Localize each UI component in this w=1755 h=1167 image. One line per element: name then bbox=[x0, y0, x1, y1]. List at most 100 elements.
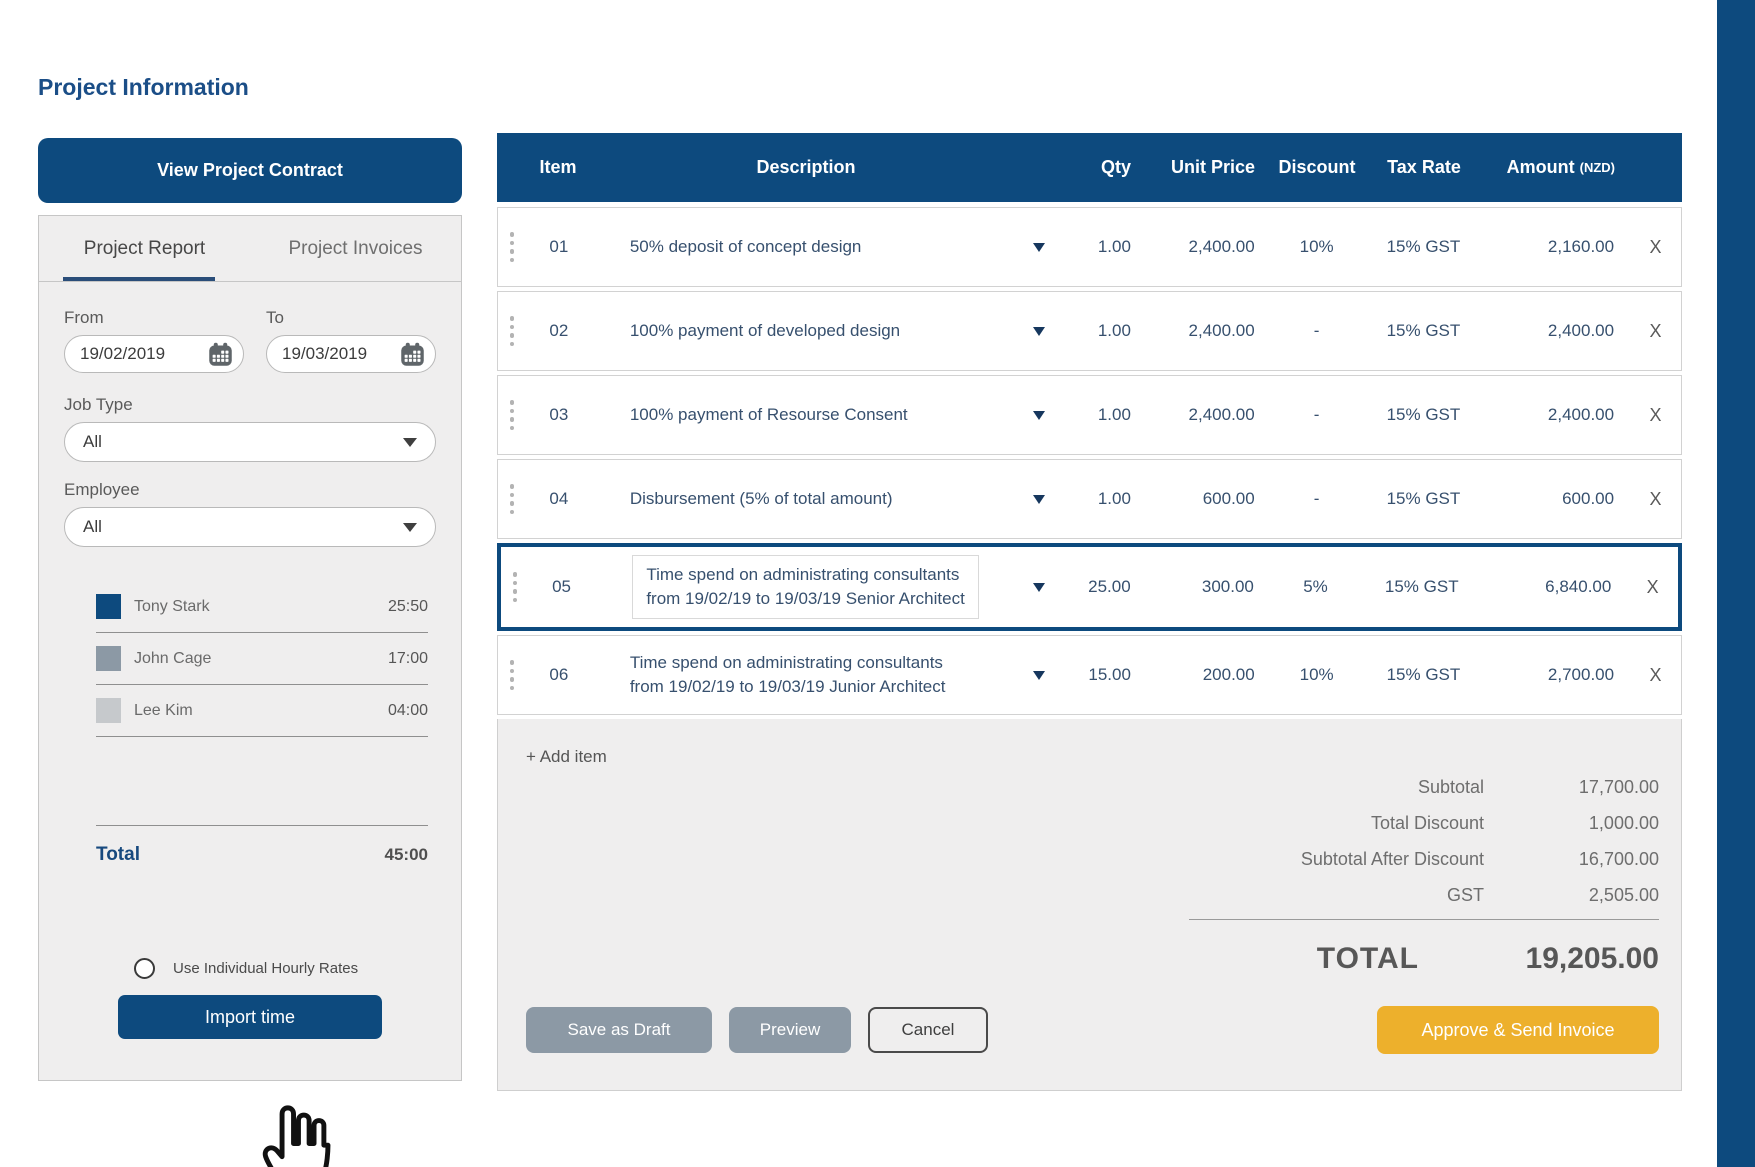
import-time-button[interactable]: Import time bbox=[118, 995, 382, 1039]
header-tax-rate: Tax Rate bbox=[1387, 157, 1461, 177]
drag-handle-icon[interactable] bbox=[498, 316, 526, 346]
row-description[interactable]: 50% deposit of concept design bbox=[629, 237, 862, 257]
row-dropdown-toggle[interactable] bbox=[1021, 582, 1057, 592]
employee-row[interactable]: John Cage 17:00 bbox=[96, 633, 428, 685]
delete-row-button[interactable]: X bbox=[1649, 664, 1662, 685]
delete-row-button[interactable]: X bbox=[1649, 488, 1662, 509]
view-project-contract-button[interactable]: View Project Contract bbox=[38, 138, 462, 203]
employee-select[interactable]: All bbox=[64, 507, 436, 547]
project-report-panel: Project Report Project Invoices From 19/… bbox=[38, 215, 462, 1167]
invoice-row[interactable]: 03 100% payment of Resourse Consent 1.00… bbox=[497, 375, 1682, 455]
approve-send-invoice-button[interactable]: Approve & Send Invoice bbox=[1377, 1006, 1659, 1054]
row-qty[interactable]: 1.00 bbox=[1097, 405, 1131, 424]
row-description[interactable]: 100% payment of Resourse Consent bbox=[629, 405, 908, 425]
delete-row-button[interactable]: X bbox=[1646, 576, 1659, 597]
row-dropdown-toggle[interactable] bbox=[1021, 670, 1057, 680]
total-divider bbox=[96, 825, 428, 826]
header-amount-unit: (NZD) bbox=[1579, 160, 1615, 175]
row-description[interactable]: 100% payment of developed design bbox=[629, 321, 901, 341]
row-tax-rate[interactable]: 15% GST bbox=[1386, 489, 1461, 508]
row-amount: 2,400.00 bbox=[1547, 405, 1615, 424]
chevron-down-icon bbox=[1033, 410, 1046, 420]
drag-handle-icon[interactable] bbox=[498, 484, 526, 514]
row-discount[interactable]: - bbox=[1313, 405, 1320, 424]
row-unit-price[interactable]: 300.00 bbox=[1201, 577, 1254, 596]
delete-row-button[interactable]: X bbox=[1649, 320, 1662, 341]
row-discount[interactable]: - bbox=[1313, 489, 1320, 508]
row-qty[interactable]: 1.00 bbox=[1097, 237, 1131, 256]
row-unit-price[interactable]: 200.00 bbox=[1202, 665, 1255, 684]
row-unit-price[interactable]: 2,400.00 bbox=[1188, 405, 1255, 424]
row-tax-rate[interactable]: 15% GST bbox=[1386, 321, 1461, 340]
to-date-input[interactable]: 19/03/2019 bbox=[266, 335, 436, 373]
job-type-select[interactable]: All bbox=[64, 422, 436, 462]
tab-project-report[interactable]: Project Report bbox=[39, 216, 250, 281]
summary-lines: Subtotal 17,700.00 Total Discount 1,000.… bbox=[526, 769, 1659, 913]
project-sidebar: View Project Contract Project Report Pro… bbox=[38, 138, 462, 1167]
individual-rates-option[interactable]: Use Individual Hourly Rates bbox=[134, 958, 436, 979]
delete-row-button[interactable]: X bbox=[1649, 404, 1662, 425]
row-item-number: 06 bbox=[549, 665, 569, 684]
row-unit-price[interactable]: 600.00 bbox=[1202, 489, 1255, 508]
row-description[interactable]: Disbursement (5% of total amount) bbox=[629, 489, 893, 509]
drag-handle-icon[interactable] bbox=[498, 232, 526, 262]
preview-button[interactable]: Preview bbox=[729, 1007, 851, 1053]
employee-row[interactable]: Lee Kim 04:00 bbox=[96, 685, 428, 737]
row-qty[interactable]: 1.00 bbox=[1097, 321, 1131, 340]
row-discount[interactable]: 10% bbox=[1299, 237, 1334, 256]
row-unit-price[interactable]: 2,400.00 bbox=[1188, 321, 1255, 340]
invoice-row[interactable]: 05 Time spend on administrating consulta… bbox=[497, 543, 1682, 631]
row-qty[interactable]: 1.00 bbox=[1097, 489, 1131, 508]
calendar-icon[interactable] bbox=[399, 341, 426, 368]
row-description[interactable]: Time spend on administrating consultants… bbox=[629, 653, 946, 696]
row-dropdown-toggle[interactable] bbox=[1021, 242, 1057, 252]
tab-project-invoices[interactable]: Project Invoices bbox=[250, 216, 461, 281]
invoice-row[interactable]: 06 Time spend on administrating consulta… bbox=[497, 635, 1682, 715]
summary-line: Total Discount 1,000.00 bbox=[526, 805, 1659, 841]
summary-value: 1,000.00 bbox=[1588, 812, 1659, 833]
row-description[interactable]: Time spend on administrating consultants… bbox=[594, 555, 1021, 619]
invoice-row[interactable]: 02 100% payment of developed design 1.00… bbox=[497, 291, 1682, 371]
cancel-button[interactable]: Cancel bbox=[868, 1007, 988, 1053]
row-dropdown-toggle[interactable] bbox=[1021, 410, 1057, 420]
save-as-draft-button[interactable]: Save as Draft bbox=[526, 1007, 712, 1053]
row-amount: 2,700.00 bbox=[1547, 665, 1615, 684]
row-tax-rate[interactable]: 15% GST bbox=[1386, 405, 1461, 424]
from-date-input[interactable]: 19/02/2019 bbox=[64, 335, 244, 373]
row-item-number: 02 bbox=[549, 321, 569, 340]
employee-row[interactable]: Tony Stark 25:50 bbox=[96, 581, 428, 633]
row-tax-rate[interactable]: 15% GST bbox=[1386, 665, 1461, 684]
add-item-button[interactable]: + Add item bbox=[526, 747, 607, 766]
row-discount[interactable]: 10% bbox=[1299, 665, 1334, 684]
row-item-number: 01 bbox=[549, 237, 569, 256]
row-tax-rate[interactable]: 15% GST bbox=[1386, 237, 1461, 256]
employee-value: All bbox=[83, 517, 102, 536]
row-dropdown-toggle[interactable] bbox=[1021, 494, 1057, 504]
sidebar-tabs: Project Report Project Invoices bbox=[39, 216, 461, 282]
row-dropdown-toggle[interactable] bbox=[1021, 326, 1057, 336]
chevron-down-icon bbox=[403, 437, 417, 447]
row-qty[interactable]: 15.00 bbox=[1088, 665, 1131, 684]
row-discount[interactable]: 5% bbox=[1303, 577, 1328, 596]
drag-handle-icon[interactable] bbox=[498, 400, 526, 430]
drag-handle-icon[interactable] bbox=[498, 660, 526, 690]
header-item: Item bbox=[539, 157, 577, 177]
employee-list: Tony Stark 25:50 John Cage 17:00 Lee Kim… bbox=[96, 581, 428, 737]
invoice-row[interactable]: 01 50% deposit of concept design 1.00 2,… bbox=[497, 207, 1682, 287]
row-qty[interactable]: 25.00 bbox=[1088, 577, 1131, 596]
calendar-icon[interactable] bbox=[207, 341, 234, 368]
drag-handle-icon[interactable] bbox=[501, 572, 529, 602]
job-type-value: All bbox=[83, 432, 102, 451]
row-discount[interactable]: - bbox=[1313, 321, 1320, 340]
chevron-down-icon bbox=[1033, 326, 1046, 336]
employee-color-swatch bbox=[96, 646, 121, 671]
row-tax-rate[interactable]: 15% GST bbox=[1384, 577, 1459, 596]
row-unit-price[interactable]: 2,400.00 bbox=[1188, 237, 1255, 256]
radio-button-icon[interactable] bbox=[134, 958, 155, 979]
invoice-row[interactable]: 04 Disbursement (5% of total amount) 1.0… bbox=[497, 459, 1682, 539]
row-item-number: 03 bbox=[549, 405, 569, 424]
delete-row-button[interactable]: X bbox=[1649, 236, 1662, 257]
grand-total-value: 19,205.00 bbox=[1525, 942, 1659, 975]
employee-color-swatch bbox=[96, 698, 121, 723]
